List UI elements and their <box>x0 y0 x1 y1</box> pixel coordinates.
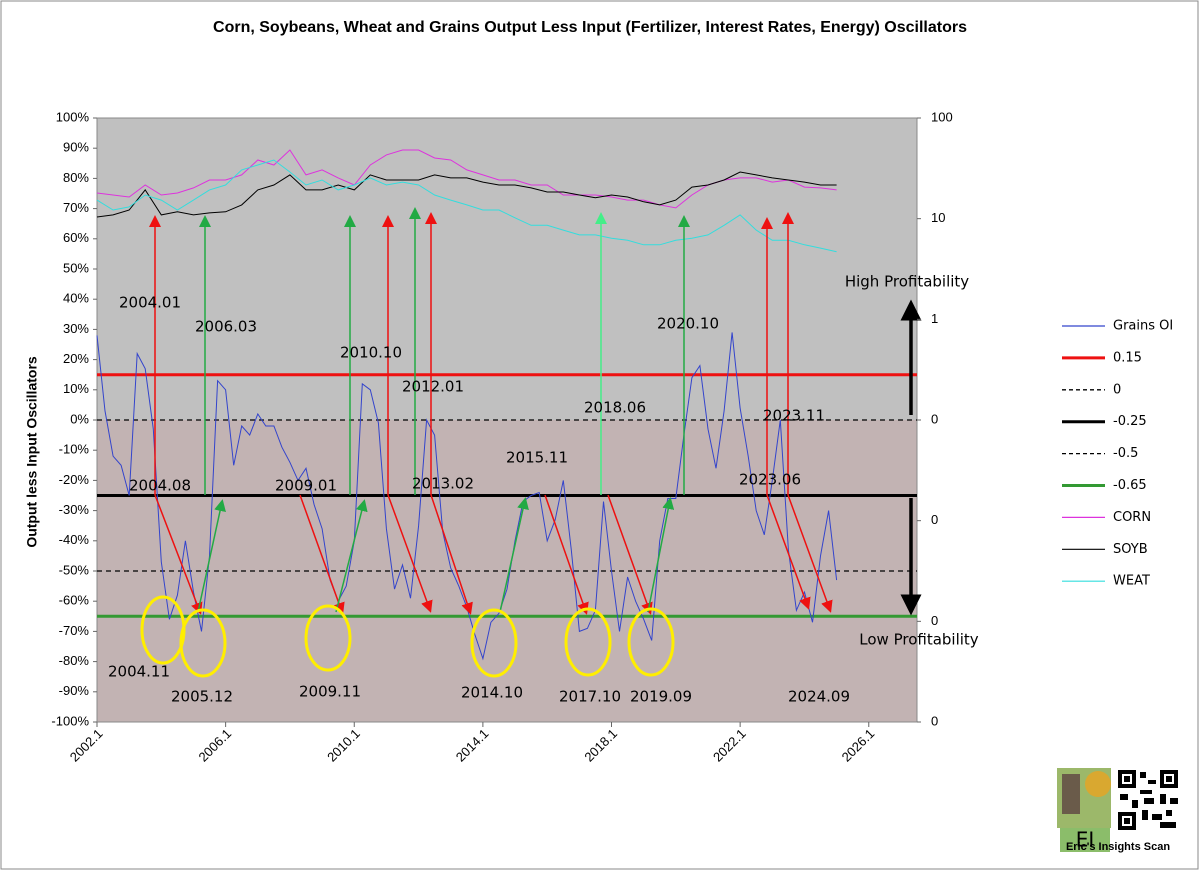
y-tick-label: 60% <box>63 230 89 245</box>
y-tick-label: -50% <box>59 562 90 577</box>
y-tick-label: -90% <box>59 683 90 698</box>
annotation: 2005.12 <box>171 688 233 706</box>
legend-label: WEAT <box>1113 574 1150 589</box>
y2-tick-label: 0 <box>931 411 938 426</box>
y-tick-label: 40% <box>63 291 89 306</box>
y-axis-title: Output less Input Oscillators <box>24 356 40 548</box>
highlight-circle <box>179 608 227 678</box>
y2-tick-label: 0 <box>931 613 938 628</box>
y2-tick-label: 100 <box>931 109 953 124</box>
highlight-circle <box>304 604 352 672</box>
y-tick-label: 90% <box>63 140 89 155</box>
series-line <box>96 171 837 218</box>
annotation: High Profitability <box>845 273 969 291</box>
arrow <box>787 494 833 613</box>
legend-label: 0 <box>1113 382 1121 397</box>
y-tick-label: 70% <box>63 200 89 215</box>
y-tick-label: -30% <box>59 502 90 517</box>
annotation: 2020.10 <box>657 315 719 333</box>
plot-area-upper <box>97 118 917 420</box>
y-tick-label: -100% <box>51 713 89 728</box>
y-tick-label: -40% <box>59 532 90 547</box>
annotation: 2015.11 <box>506 449 568 467</box>
logo-caption: Eric's Insights Scan <box>1066 841 1170 853</box>
chart-title: Corn, Soybeans, Wheat and Grains Output … <box>213 19 967 36</box>
annotation: 2019.09 <box>630 688 692 706</box>
arrow <box>499 497 529 613</box>
legend: Grains OI 0.15 0 -0.25 -0.5 -0.65 CORN SOYB WEAT <box>1062 319 1173 589</box>
arrow <box>154 494 203 615</box>
arrow <box>430 494 473 615</box>
plot <box>96 149 917 661</box>
qr-code <box>1118 770 1178 830</box>
arrow <box>766 494 811 610</box>
arrow <box>607 494 653 615</box>
legend-label: -0.65 <box>1113 478 1147 493</box>
y2-tick-label: 1 <box>931 311 938 326</box>
y-tick-label: 10% <box>63 381 89 396</box>
y-tick-label: 100% <box>56 109 90 124</box>
y2-tick-label: 0 <box>931 713 938 728</box>
y-tick-label: -10% <box>59 442 90 457</box>
y-tick-label: 50% <box>63 260 89 275</box>
highlight-circle <box>627 607 675 677</box>
legend-label: -0.5 <box>1113 446 1138 461</box>
arrow <box>647 497 675 613</box>
annotation: 2009.01 <box>275 477 337 495</box>
annotation: 2024.09 <box>788 688 850 706</box>
annotation: 2017.10 <box>559 688 621 706</box>
annotation: 2018.06 <box>584 399 646 417</box>
annotation: 2023.06 <box>739 471 801 489</box>
arrows <box>140 207 922 678</box>
series-line <box>96 159 837 253</box>
annotation: 2013.02 <box>412 475 474 493</box>
logo-photo <box>1062 774 1080 814</box>
legend-label: -0.25 <box>1113 414 1147 429</box>
arrow <box>335 499 368 613</box>
y-tick-label: 20% <box>63 351 89 366</box>
legend-label: SOYB <box>1113 542 1148 557</box>
arrow <box>197 499 226 613</box>
legend-label: 0.15 <box>1113 350 1142 365</box>
annotation: 2006.03 <box>195 318 257 336</box>
y-tick-label: -80% <box>59 653 90 668</box>
highlight-circle <box>564 607 612 677</box>
annotation: 2023.11 <box>763 407 825 425</box>
y-tick-label: -60% <box>59 593 90 608</box>
legend-label: CORN <box>1113 510 1151 525</box>
annotation: 2014.10 <box>461 684 523 702</box>
y2-tick-label: 10 <box>931 210 945 225</box>
y-tick-label: -20% <box>59 472 90 487</box>
y-tick-label: 30% <box>63 321 89 336</box>
logo-initials: EI <box>1076 828 1095 852</box>
logo-badge <box>1060 828 1110 852</box>
annotation: 2004.11 <box>108 663 170 681</box>
annotation: 2004.08 <box>129 477 191 495</box>
annotation: 2009.11 <box>299 683 361 701</box>
y-tick-label: 0% <box>70 411 89 426</box>
y-tick-label: 80% <box>63 170 89 185</box>
legend-label: Grains OI <box>1113 319 1173 334</box>
highlight-circle <box>470 608 518 678</box>
logo-photo <box>1085 771 1111 797</box>
annotation: 2004.01 <box>119 294 181 312</box>
annotation: Low Profitability <box>859 631 979 649</box>
y2-tick-label: 0 <box>931 512 938 527</box>
y-tick-label: -70% <box>59 623 90 638</box>
annotation: 2010.10 <box>340 344 402 362</box>
annotation: 2012.01 <box>402 378 464 396</box>
logo: EI Eric's Insights Scan <box>1057 768 1178 853</box>
arrow <box>299 494 345 615</box>
annotations: 2004.01 2006.03 2010.10 2012.01 2018.06 … <box>108 273 979 706</box>
arrow <box>544 494 589 615</box>
arrow <box>387 494 433 613</box>
